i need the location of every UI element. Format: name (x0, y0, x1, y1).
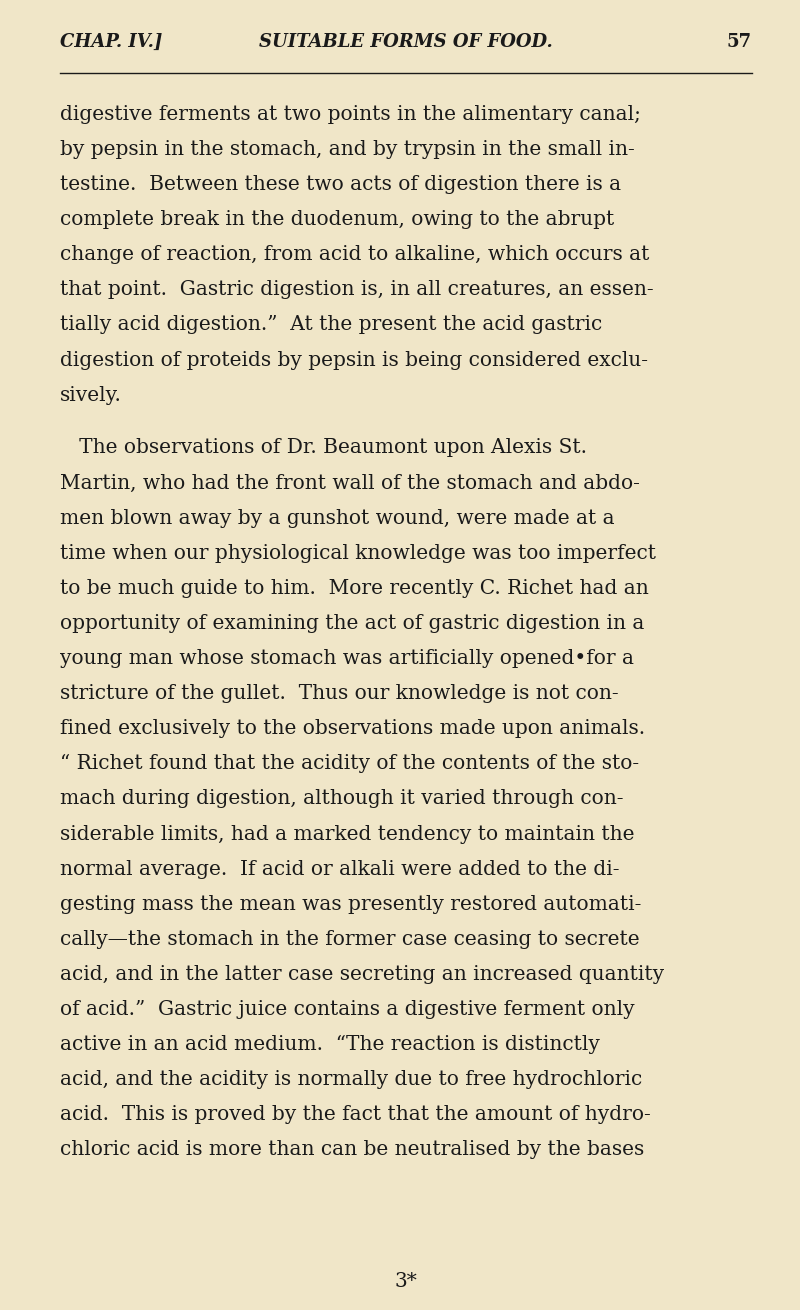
Text: to be much guide to him.  More recently C. Richet had an: to be much guide to him. More recently C… (60, 579, 649, 597)
Text: young man whose stomach was artificially opened•for a: young man whose stomach was artificially… (60, 648, 634, 668)
Text: sively.: sively. (60, 385, 122, 405)
Text: change of reaction, from acid to alkaline, which occurs at: change of reaction, from acid to alkalin… (60, 245, 650, 265)
Text: digestion of proteids by pepsin is being considered exclu-: digestion of proteids by pepsin is being… (60, 351, 648, 369)
Text: cally—the stomach in the former case ceasing to secrete: cally—the stomach in the former case cea… (60, 930, 640, 948)
Text: acid, and the acidity is normally due to free hydrochloric: acid, and the acidity is normally due to… (60, 1070, 642, 1090)
Text: complete break in the duodenum, owing to the abrupt: complete break in the duodenum, owing to… (60, 210, 614, 229)
Text: chloric acid is more than can be neutralised by the bases: chloric acid is more than can be neutral… (60, 1141, 644, 1159)
Text: “ Richet found that the acidity of the contents of the sto-: “ Richet found that the acidity of the c… (60, 755, 639, 773)
Text: active in an acid medium.  “The reaction is distinctly: active in an acid medium. “The reaction … (60, 1035, 600, 1055)
Text: CHAP. IV.]: CHAP. IV.] (60, 33, 162, 51)
Text: men blown away by a gunshot wound, were made at a: men blown away by a gunshot wound, were … (60, 508, 614, 528)
Text: The observations of Dr. Beaumont upon Alexis St.: The observations of Dr. Beaumont upon Al… (60, 439, 587, 457)
Text: time when our physiological knowledge was too imperfect: time when our physiological knowledge wa… (60, 544, 656, 563)
Text: Martin, who had the front wall of the stomach and abdo-: Martin, who had the front wall of the st… (60, 473, 640, 493)
Text: that point.  Gastric digestion is, in all creatures, an essen-: that point. Gastric digestion is, in all… (60, 280, 654, 300)
Text: siderable limits, had a marked tendency to maintain the: siderable limits, had a marked tendency … (60, 824, 634, 844)
Text: digestive ferments at two points in the alimentary canal;: digestive ferments at two points in the … (60, 105, 641, 124)
Text: opportunity of examining the act of gastric digestion in a: opportunity of examining the act of gast… (60, 614, 644, 633)
Text: tially acid digestion.”  At the present the acid gastric: tially acid digestion.” At the present t… (60, 316, 602, 334)
Text: SUITABLE FORMS OF FOOD.: SUITABLE FORMS OF FOOD. (259, 33, 553, 51)
Text: 3*: 3* (394, 1272, 418, 1290)
Text: stricture of the gullet.  Thus our knowledge is not con-: stricture of the gullet. Thus our knowle… (60, 684, 618, 703)
Text: mach during digestion, although it varied through con-: mach during digestion, although it varie… (60, 790, 623, 808)
Text: acid.  This is proved by the fact that the amount of hydro-: acid. This is proved by the fact that th… (60, 1106, 650, 1124)
Text: testine.  Between these two acts of digestion there is a: testine. Between these two acts of diges… (60, 176, 621, 194)
Text: normal average.  If acid or alkali were added to the di-: normal average. If acid or alkali were a… (60, 859, 619, 879)
Text: gesting mass the mean was presently restored automati-: gesting mass the mean was presently rest… (60, 895, 642, 914)
Text: by pepsin in the stomach, and by trypsin in the small in-: by pepsin in the stomach, and by trypsin… (60, 140, 634, 159)
Text: 57: 57 (727, 33, 752, 51)
Text: of acid.”  Gastric juice contains a digestive ferment only: of acid.” Gastric juice contains a diges… (60, 1000, 634, 1019)
Text: fined exclusively to the observations made upon animals.: fined exclusively to the observations ma… (60, 719, 645, 739)
Text: acid, and in the latter case secreting an increased quantity: acid, and in the latter case secreting a… (60, 965, 664, 984)
